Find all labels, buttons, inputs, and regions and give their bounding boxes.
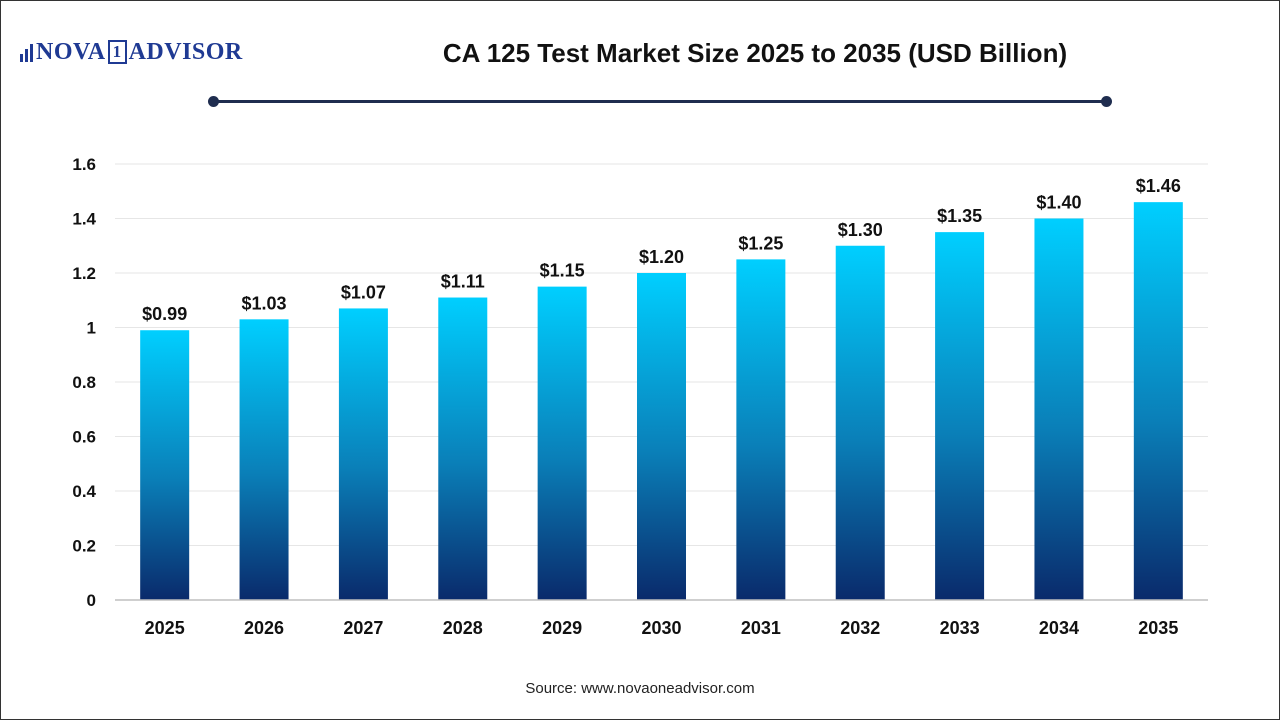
x-tick-label: 2026 — [244, 618, 284, 638]
x-tick-label: 2028 — [443, 618, 483, 638]
x-axis-ticks: 2025 2026 2027 2028 2029 2030 2031 2032 2033 2034… — [145, 618, 1179, 638]
bar-2034 — [1034, 218, 1084, 600]
bar-2033 — [935, 232, 985, 600]
data-label: $1.03 — [242, 293, 287, 313]
bar-2029 — [537, 286, 587, 600]
data-label: $1.30 — [838, 220, 883, 240]
data-label: $1.11 — [441, 272, 485, 292]
logo-text-right: ADVISOR — [128, 38, 243, 65]
data-label: $1.25 — [738, 233, 783, 253]
bar-2032 — [835, 245, 885, 600]
logo-wordmark: NOVA 1 ADVISOR — [36, 39, 243, 66]
bar-2025 — [140, 330, 190, 600]
bar-2026 — [239, 319, 289, 600]
bar-2035 — [1133, 202, 1183, 600]
data-label: $1.07 — [341, 282, 386, 302]
y-tick-label: 0.4 — [72, 482, 96, 501]
logo-bars-icon — [20, 42, 33, 62]
x-tick-label: 2031 — [741, 618, 781, 638]
data-label: $1.40 — [1036, 193, 1081, 213]
bars — [140, 202, 1183, 600]
data-label: $1.46 — [1136, 176, 1181, 196]
chart-title: CA 125 Test Market Size 2025 to 2035 (US… — [442, 38, 1068, 68]
divider-dot-left — [208, 96, 219, 107]
y-tick-label: 0.8 — [72, 373, 96, 392]
x-tick-label: 2032 — [840, 618, 880, 638]
y-tick-label: 1.6 — [72, 155, 96, 174]
data-label: $1.35 — [937, 206, 982, 226]
x-tick-label: 2035 — [1138, 618, 1178, 638]
x-tick-label: 2027 — [343, 618, 383, 638]
source-note: Source: www.novaoneadvisor.com — [525, 680, 755, 697]
data-label: $1.20 — [639, 247, 684, 267]
y-axis-ticks: 0 0.2 0.4 0.6 0.8 1 1.2 1.4 1.6 — [72, 155, 96, 610]
y-tick-label: 1.4 — [72, 210, 96, 229]
y-tick-label: 1 — [87, 319, 96, 338]
data-label: $1.15 — [540, 261, 585, 281]
data-label: $0.99 — [142, 304, 187, 324]
x-tick-label: 2030 — [641, 618, 681, 638]
y-tick-label: 1.2 — [72, 264, 96, 283]
bar-2031 — [736, 259, 786, 600]
brand-logo: NOVA 1 ADVISOR — [20, 36, 243, 68]
y-tick-label: 0.2 — [72, 537, 96, 556]
title-divider — [213, 100, 1106, 103]
bar-2027 — [338, 308, 388, 600]
x-tick-label: 2034 — [1039, 618, 1079, 638]
x-tick-label: 2033 — [940, 618, 980, 638]
logo-text-left: NOVA — [36, 38, 106, 65]
x-tick-label: 2025 — [145, 618, 185, 638]
bar-2030 — [637, 273, 686, 600]
divider-dot-right — [1101, 96, 1112, 107]
data-labels: $0.99 $1.03 $1.07 $1.11 $1.15 $1.20 $1.25 $1.30… — [142, 176, 1181, 324]
bar-2028 — [438, 297, 488, 600]
y-tick-label: 0.6 — [72, 428, 96, 447]
y-tick-label: 0 — [87, 591, 96, 610]
x-tick-label: 2029 — [542, 618, 582, 638]
logo-mark: 1 — [107, 40, 127, 64]
